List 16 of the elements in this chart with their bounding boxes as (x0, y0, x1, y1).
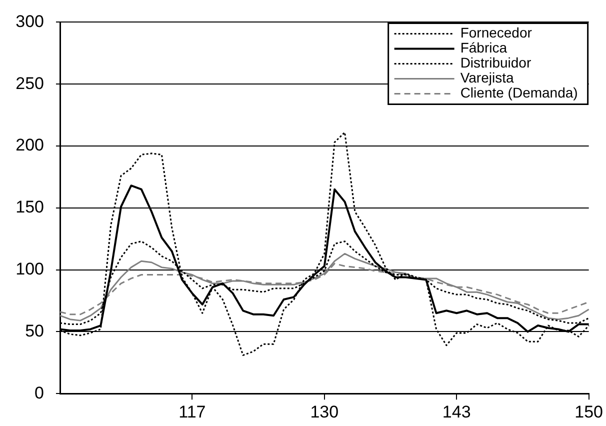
y-tick-label: 200 (16, 136, 44, 155)
y-tick-label: 250 (16, 74, 44, 93)
y-tick-label: 0 (34, 383, 44, 402)
y-tick-label: 300 (16, 12, 44, 31)
x-tick-label: 117 (178, 402, 206, 422)
legend-label: Fábrica (460, 40, 508, 56)
x-tick-label: 130 (310, 402, 339, 422)
legend-label: Cliente (Demanda) (460, 84, 578, 101)
y-tick-label: 150 (16, 198, 44, 217)
legend-label: Varejista (460, 70, 514, 86)
legend-label: Fornecedor (460, 24, 532, 41)
x-tick-label: 150 (574, 402, 604, 422)
y-tick-label: 100 (16, 259, 44, 278)
y-tick-label: 50 (25, 321, 44, 340)
x-tick-label: 143 (442, 402, 471, 422)
legend-label: Distribuidor (460, 54, 532, 71)
